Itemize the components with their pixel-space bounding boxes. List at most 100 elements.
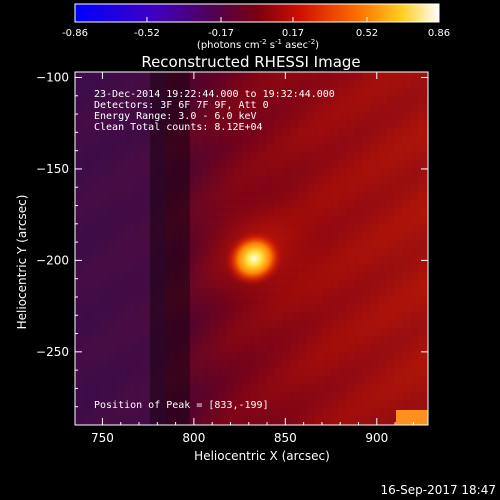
heatmap-cell [331, 176, 339, 184]
heatmap-cell [187, 184, 195, 192]
heatmap-cell [315, 296, 323, 304]
heatmap-cell [371, 304, 379, 312]
heatmap-cell [243, 128, 251, 136]
heatmap-cell [315, 128, 323, 136]
heatmap-cell [259, 128, 267, 136]
heatmap-cell [331, 88, 339, 96]
heatmap-cell [299, 160, 307, 168]
heatmap-cell [387, 280, 395, 288]
heatmap-cell [235, 352, 243, 360]
heatmap-cell [371, 200, 379, 208]
heatmap-cell [371, 72, 379, 80]
heatmap-cell [299, 376, 307, 384]
heatmap-cell [347, 384, 355, 392]
heatmap-cell [379, 336, 387, 344]
heatmap-cell [299, 384, 307, 392]
heatmap-cell [387, 376, 395, 384]
heatmap-cell [347, 208, 355, 216]
heatmap-cell [339, 88, 347, 96]
heatmap-cell [315, 368, 323, 376]
heatmap-cell [395, 80, 403, 88]
heatmap-cell [363, 80, 371, 88]
heatmap-cell [291, 376, 299, 384]
heatmap-cell [219, 88, 227, 96]
heatmap-cell [315, 80, 323, 88]
heatmap-cell [243, 408, 251, 416]
heatmap-cell [235, 136, 243, 144]
heatmap-cell [227, 368, 235, 376]
heatmap-cell [355, 304, 363, 312]
heatmap-cell [387, 168, 395, 176]
heatmap-cell [395, 344, 403, 352]
heatmap-cell [315, 120, 323, 128]
heatmap-cell [195, 352, 203, 360]
heatmap-cell [307, 192, 315, 200]
heatmap-cell [243, 328, 251, 336]
heatmap-cell [307, 328, 315, 336]
heatmap-cell [339, 240, 347, 248]
heatmap-cell [187, 136, 195, 144]
heatmap-cell [379, 272, 387, 280]
heatmap-cell [275, 136, 283, 144]
heatmap-cell [211, 72, 219, 80]
heatmap-cell [251, 360, 259, 368]
heatmap-cell [227, 376, 235, 384]
heatmap-cell [339, 320, 347, 328]
heatmap-cell [339, 216, 347, 224]
heatmap-cell [387, 248, 395, 256]
heatmap-cell [347, 376, 355, 384]
heatmap-cell [259, 72, 267, 80]
heatmap-cell [203, 392, 211, 400]
heatmap-cell [395, 288, 403, 296]
heatmap-cell [195, 296, 203, 304]
heatmap-cell [275, 328, 283, 336]
heatmap-cell [371, 112, 379, 120]
heatmap-cell [339, 368, 347, 376]
x-tick-label: 750 [91, 431, 114, 445]
heatmap-cell [363, 288, 371, 296]
heatmap-cell [227, 344, 235, 352]
heatmap-cell [371, 336, 379, 344]
heatmap-cell [211, 160, 219, 168]
heatmap-cell [203, 96, 211, 104]
heatmap-cell [355, 360, 363, 368]
heatmap-cell [243, 320, 251, 328]
heatmap-cell [403, 280, 411, 288]
heatmap-cell [227, 144, 235, 152]
heatmap-cell [339, 232, 347, 240]
heatmap-cell [187, 208, 195, 216]
heatmap-cell [387, 136, 395, 144]
heatmap-cell [323, 136, 331, 144]
heatmap-cell [227, 160, 235, 168]
annotation-energy-range: Energy Range: 3.0 - 6.0 keV [94, 111, 257, 122]
heatmap-cell [387, 304, 395, 312]
heatmap-cell [211, 360, 219, 368]
chart-title: Reconstructed RHESSI Image [141, 53, 360, 71]
heatmap-cell [347, 248, 355, 256]
heatmap-cell [219, 328, 227, 336]
x-tick-label: 900 [365, 431, 388, 445]
heatmap-cell [203, 360, 211, 368]
heatmap-cell [315, 160, 323, 168]
heatmap-cell [235, 80, 243, 88]
heatmap-cell [299, 112, 307, 120]
heatmap-cell [267, 360, 275, 368]
heatmap-cell [195, 384, 203, 392]
heatmap-cell [259, 384, 267, 392]
heatmap-cell [363, 200, 371, 208]
heatmap-cell [371, 240, 379, 248]
heatmap-cell [251, 176, 259, 184]
heatmap-cell [419, 328, 427, 336]
heatmap-cell [187, 112, 195, 120]
heatmap-cell [403, 256, 411, 264]
heatmap-cell [251, 168, 259, 176]
heatmap-cell [339, 256, 347, 264]
heatmap-cell [379, 256, 387, 264]
heatmap-cell [291, 152, 299, 160]
heatmap-cell [283, 408, 291, 416]
heatmap-cell [379, 400, 387, 408]
heatmap-cell [347, 96, 355, 104]
heatmap-cell [371, 272, 379, 280]
heatmap-cell [195, 96, 203, 104]
heatmap-cell [379, 240, 387, 248]
